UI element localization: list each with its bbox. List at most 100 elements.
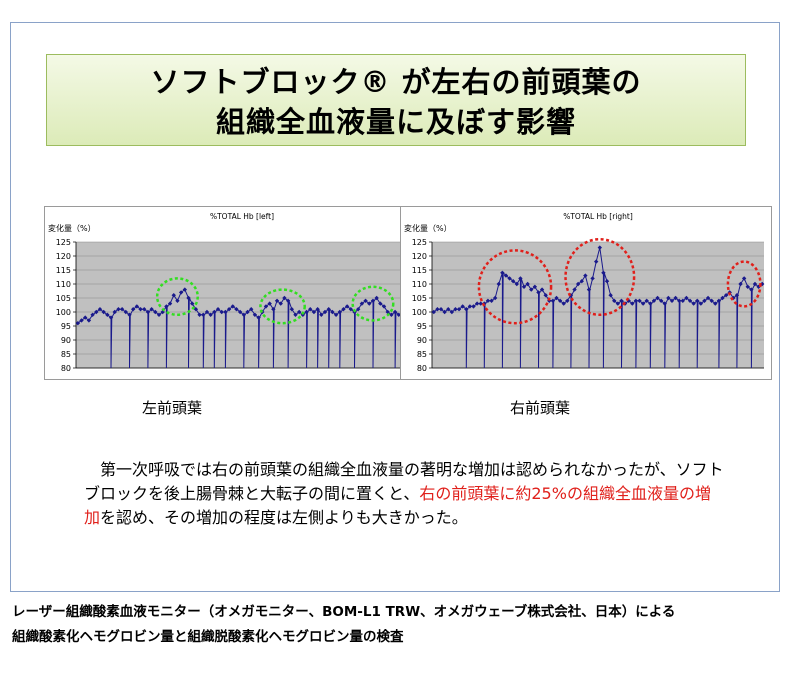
data-point [263,304,269,309]
data-point [201,312,206,317]
data-point [492,295,498,301]
plot-area-background [432,242,764,368]
y-tick-label: 105 [56,294,71,303]
data-point [456,307,462,312]
data-point [341,307,346,312]
body-text-part-1: 第一次呼吸では右の前頭葉の組織全血液量の著明な増加は認められなかったが、ソフトブ… [84,460,724,503]
data-point [626,298,631,303]
data-point [489,298,494,303]
data-point [392,309,398,315]
y-tick-label: 100 [412,308,427,317]
body-text-highlight: 右の前頭葉に約25%の組織全血液量の増加 [84,484,711,527]
data-point [175,298,180,303]
data-point [105,312,110,317]
data-point [160,309,165,315]
data-point [738,281,743,287]
data-point [178,290,184,295]
data-point [193,307,199,312]
y-tick-label: 115 [412,266,427,275]
data-point [442,309,447,315]
data-point [285,298,291,303]
chart-title: %TOTAL Hb [left] [210,212,274,221]
data-point [453,307,458,312]
data-point [374,295,379,301]
data-point [94,309,99,315]
data-point [356,307,361,312]
data-point [271,307,276,312]
y-tick-label: 95 [61,322,71,331]
data-point [252,312,258,317]
data-point [190,301,195,306]
data-point [149,307,154,312]
data-point [226,307,232,312]
data-point [127,312,132,317]
data-point [644,298,649,303]
data-point [304,309,309,315]
data-point [274,298,280,303]
y-axis-label: 変化量（%） [404,223,452,233]
footer-line-2: 組織酸素化ヘモグロビン量と組織脱酸素化ヘモグロビン量の検査 [12,629,404,645]
highlight-ellipse [351,285,395,322]
data-point [669,298,675,303]
data-point [389,312,394,317]
data-point [112,309,117,315]
y-tick-label: 80 [417,364,427,373]
data-point [167,301,173,306]
y-tick-label: 100 [56,308,71,317]
data-point [464,307,469,312]
y-tick-label: 80 [61,364,71,373]
data-point [759,281,765,287]
data-point [138,307,143,312]
data-point [245,309,250,315]
chart-right: %TOTAL Hb [right] 変化量（%） 80 85 90 95 100 105 110… [400,206,772,380]
data-point [319,312,324,317]
y-tick-label: 85 [417,350,427,359]
data-point [182,287,188,292]
data-point [83,315,88,320]
y-tick-label: 125 [412,238,427,247]
data-point [249,307,254,312]
data-point [720,295,725,301]
label-right-frontal-lobe: 右前頭葉 [510,399,571,417]
data-point [330,309,335,315]
data-point [171,293,176,298]
data-point [637,298,642,303]
data-point [256,315,261,320]
data-point [702,298,707,303]
y-tick-label: 90 [417,336,427,345]
data-point [293,312,298,317]
data-point [496,281,501,287]
y-tick-label: 125 [56,238,71,247]
data-point [278,301,283,306]
data-point [655,295,660,301]
data-point [90,312,95,317]
plot-area-background [76,242,408,368]
data-point [676,298,682,303]
body-text-part-2: を認め、その増加の程度は左側よりも大きかった。 [100,508,468,527]
data-point [145,309,151,315]
data-point [348,307,354,312]
data-point [529,287,534,292]
y-tick-label: 120 [412,252,427,261]
data-point [471,304,476,309]
data-point [186,295,191,301]
data-point [359,301,365,306]
data-point [289,307,294,312]
data-point [212,309,217,315]
data-point [525,281,530,287]
data-point [86,318,92,323]
highlight-ellipse [564,237,636,317]
data-point [296,309,302,315]
data-point [130,307,136,312]
data-point [208,312,213,317]
data-point [79,318,84,323]
data-point [500,270,505,275]
footer-note: レーザー組織酸素血液モニター（オメガモニター、BOM-L1 TRW、オメガウェー… [12,600,792,650]
data-point [460,304,465,309]
data-point [337,309,342,315]
chart-left: %TOTAL Hb [left] 変化量（%） 80 85 90 95 100 105 110 1… [44,206,416,380]
slide-title-line-1: ソフトブロック® が左右の前頭葉の [150,65,642,99]
data-point [474,301,480,306]
highlight-ellipse [259,288,306,325]
data-point [75,321,81,326]
